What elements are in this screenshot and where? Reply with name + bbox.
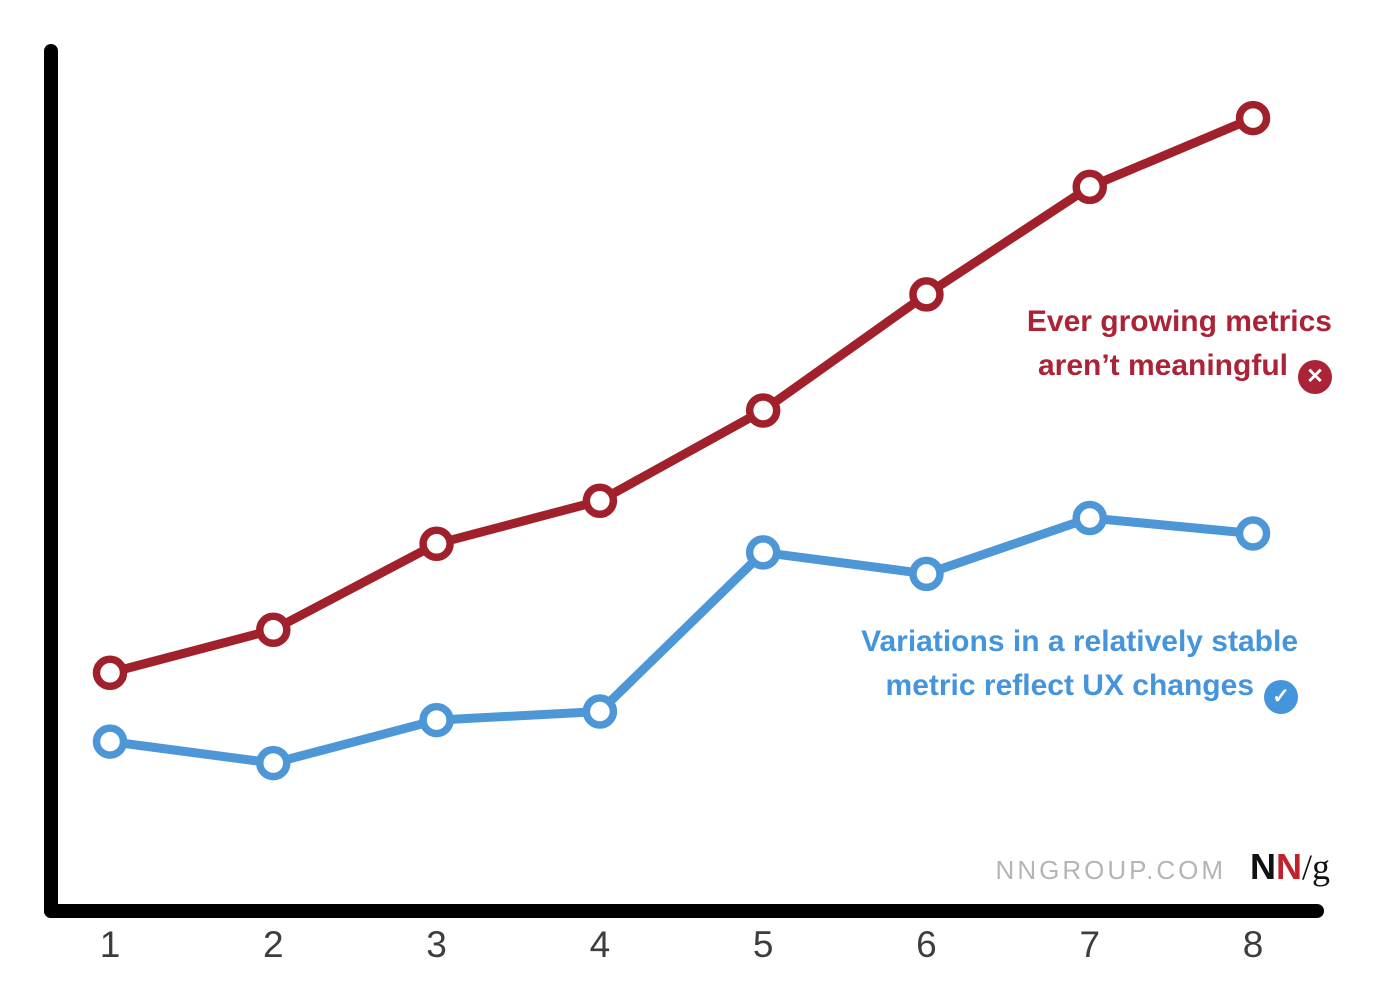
stable-metric-point-3 (419, 702, 454, 738)
ever-growing-metric-point-5 (745, 393, 781, 428)
nng-logo-slash-g: /g (1301, 847, 1330, 887)
x-tick-label-8: 8 (1242, 924, 1264, 965)
stable-metric-point-5 (745, 535, 781, 570)
stable-metric-point-4 (582, 694, 618, 729)
x-axis (44, 904, 1324, 918)
stable-metric-line (105, 513, 1258, 768)
x-tick-label-6: 6 (916, 924, 937, 965)
footer: NNGROUP.COM NN/g (996, 846, 1330, 888)
stable-metric-point-8 (1235, 516, 1271, 551)
nng-logo: NN/g (1250, 846, 1330, 888)
annotation-stable-metric-line1: Variations in a relatively stable (861, 625, 1298, 658)
ever-growing-metric-point-6 (909, 277, 944, 312)
nng-logo-n1: N (1249, 846, 1276, 887)
ever-growing-metric-point-2 (256, 612, 291, 648)
annotation-stable-metric: Variations in a relatively stable metric… (861, 620, 1298, 714)
stable-metric-point-2 (256, 745, 291, 781)
ever-growing-metric-line (105, 113, 1258, 678)
x-tick-label-3: 3 (426, 924, 447, 965)
stable-metric-point-7 (1072, 500, 1107, 536)
stable-metric-point-6 (909, 556, 944, 592)
x-tick-label-7: 7 (1079, 924, 1101, 965)
check-circle-icon: ✓ (1264, 679, 1298, 714)
annotation-ever-growing-line2: aren’t meaningful (1037, 349, 1288, 382)
nng-logo-n2: N (1275, 846, 1302, 887)
site-url-text: NNGROUP.COM (995, 855, 1226, 885)
stable-metric-point-1 (92, 724, 128, 759)
ever-growing-metric-point-7 (1072, 169, 1107, 205)
x-tick-label-5: 5 (752, 924, 774, 965)
ever-growing-metric-point-1 (92, 655, 128, 691)
annotation-ever-growing-line1: Ever growing metrics (1026, 305, 1332, 338)
ever-growing-metric-point-8 (1235, 100, 1271, 136)
ever-growing-metric-point-3 (419, 526, 454, 562)
x-tick-label-4: 4 (589, 924, 611, 965)
annotation-ever-growing: Ever growing metrics aren’t meaningful ✕ (1027, 300, 1332, 394)
y-axis (44, 44, 58, 918)
x-tick-label-2: 2 (262, 924, 284, 965)
ever-growing-metric-point-4 (582, 483, 618, 519)
x-circle-icon: ✕ (1298, 359, 1332, 394)
x-axis-tick-labels: 1 2 3 4 5 6 7 8 (0, 924, 1384, 984)
annotation-stable-metric-line2: metric reflect UX changes (885, 669, 1254, 702)
x-tick-label-1: 1 (99, 924, 121, 965)
